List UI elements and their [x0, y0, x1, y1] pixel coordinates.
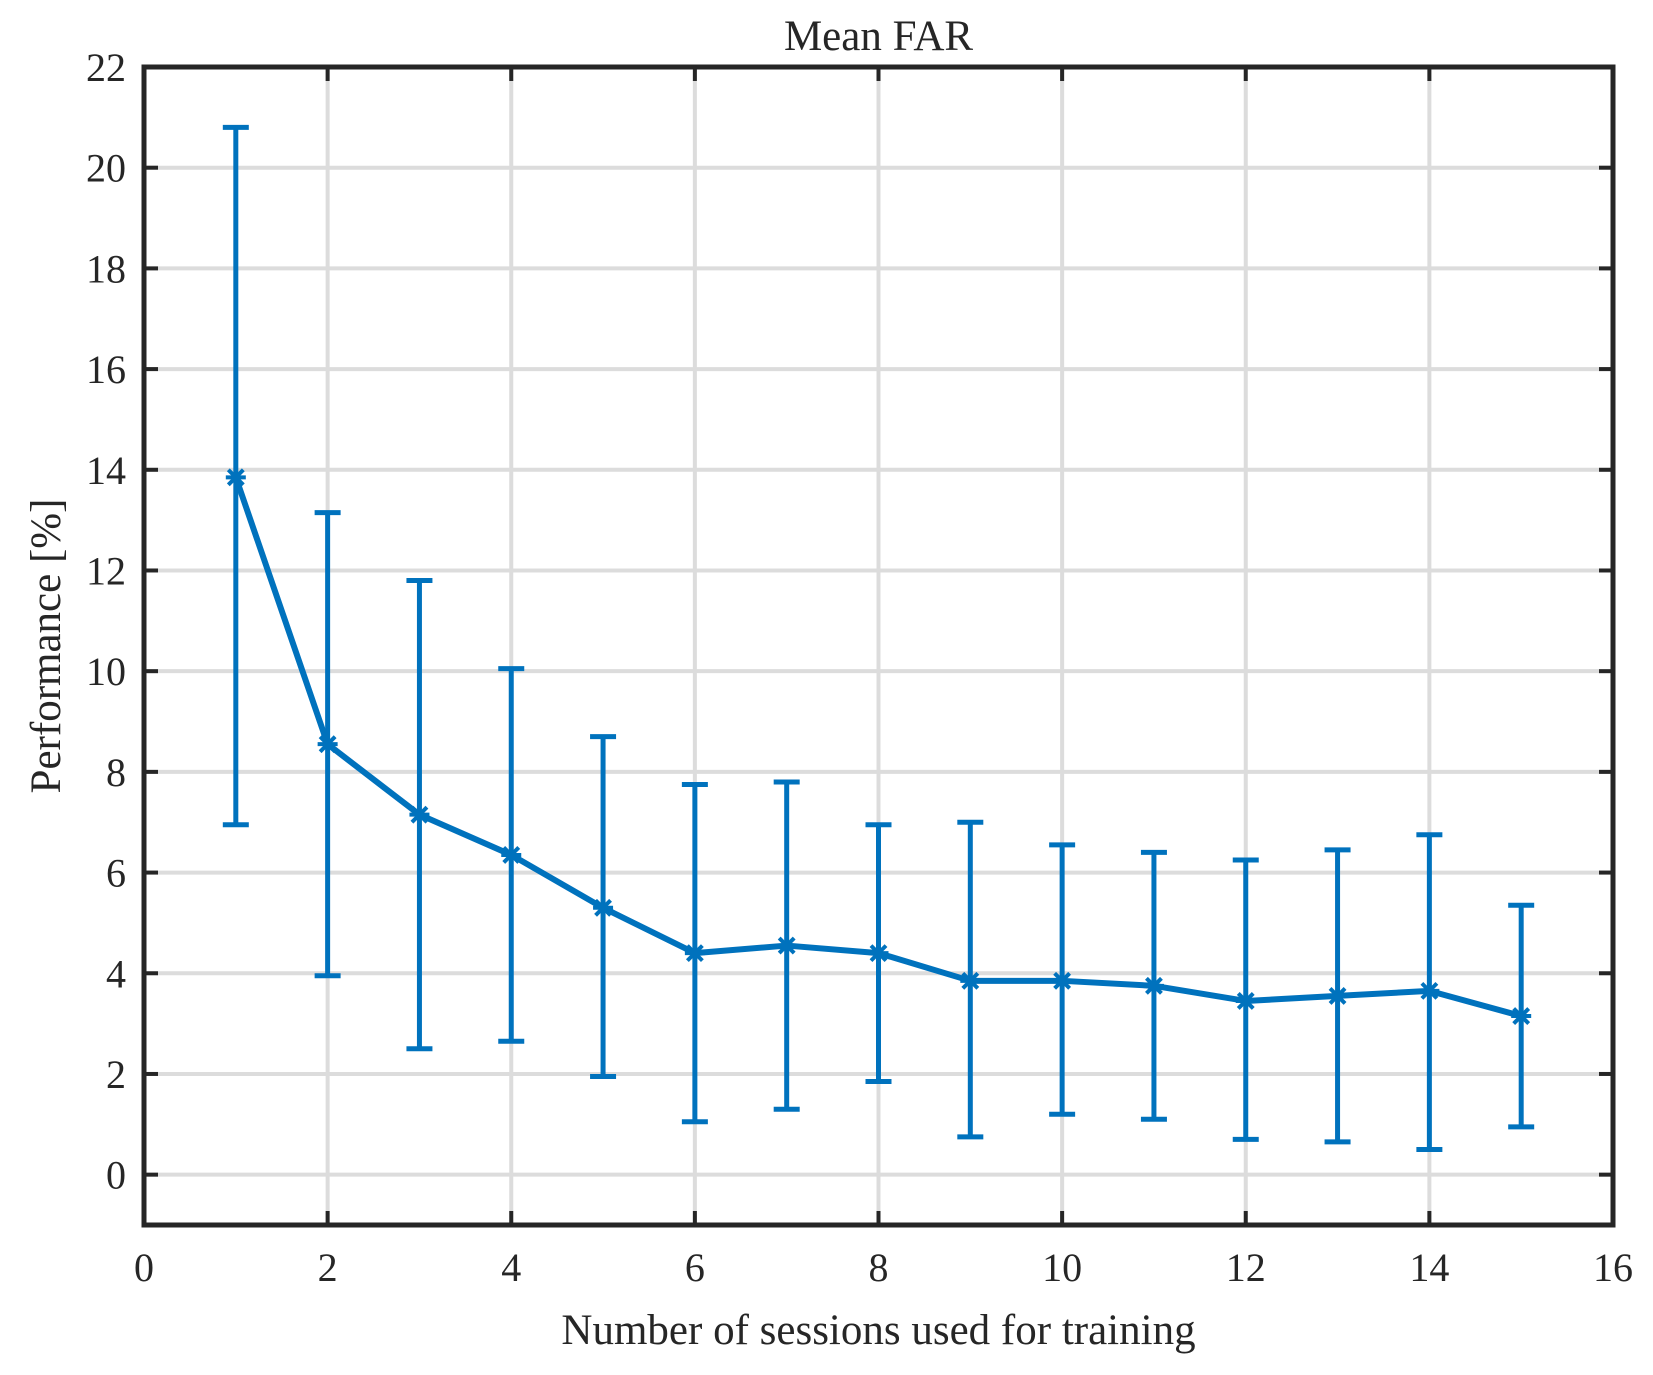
data-point-marker: [1419, 980, 1440, 1001]
marker-stroke: [502, 846, 521, 864]
data-point-marker: [593, 897, 614, 918]
y-tick-label: 2: [106, 1052, 126, 1097]
y-tick-label: 0: [106, 1153, 126, 1198]
x-tick-label: 10: [1042, 1245, 1082, 1290]
x-tick-labels: 0 2 4 6 8 10 12 14 16: [134, 1245, 1633, 1290]
y-tick-label: 20: [86, 146, 126, 191]
marker-stroke: [869, 944, 888, 963]
marker-stroke: [226, 468, 245, 487]
data-point-marker: [1052, 970, 1073, 991]
marker-stroke: [1512, 1007, 1531, 1025]
grid-lines: [144, 67, 1613, 1225]
y-tick-label: 12: [86, 548, 126, 593]
marker-stroke: [777, 936, 796, 955]
y-tick-label: 6: [106, 851, 126, 896]
y-tick-label: 8: [106, 750, 126, 795]
data-point-marker: [1327, 985, 1348, 1006]
y-axis-title: Performance [%]: [23, 499, 70, 794]
x-axis-title: Number of sessions used for training: [561, 1307, 1195, 1354]
marker-stroke: [685, 944, 704, 963]
data-point-marker: [317, 734, 338, 755]
data-point-marker: [409, 804, 430, 825]
marker-stroke: [1053, 971, 1072, 990]
data-point-marker: [501, 844, 522, 865]
data-point-marker: [776, 935, 797, 956]
y-tick-label: 4: [106, 951, 126, 996]
y-tick-label: 16: [86, 347, 126, 392]
x-tick-label: 2: [318, 1245, 338, 1290]
x-tick-label: 0: [134, 1245, 154, 1290]
chart-title: Mean FAR: [784, 13, 973, 60]
y-tick-label: 10: [86, 649, 126, 694]
y-tick-label: 22: [86, 45, 126, 90]
x-tick-label: 12: [1226, 1245, 1266, 1290]
x-tick-label: 4: [501, 1245, 521, 1290]
y-tick-labels: 0 2 4 6 8 10 12 14 16 18 20 22: [86, 45, 126, 1198]
marker-stroke: [410, 805, 429, 824]
marker-stroke: [318, 735, 337, 754]
marker-stroke: [1328, 987, 1347, 1005]
y-tick-label: 14: [86, 448, 126, 493]
marker-stroke: [1236, 992, 1255, 1010]
y-tick-label: 18: [86, 246, 126, 291]
marker-stroke: [594, 898, 612, 917]
data-point-marker: [1143, 975, 1164, 996]
data-point-marker: [225, 467, 246, 488]
data-point-marker: [1511, 1006, 1532, 1027]
data-point-marker: [1235, 990, 1256, 1011]
x-tick-label: 16: [1593, 1245, 1633, 1290]
marker-stroke: [1420, 981, 1439, 1000]
marker-stroke: [961, 971, 980, 990]
markers: [225, 467, 1532, 1027]
data-point-marker: [868, 943, 889, 964]
x-tick-label: 6: [685, 1245, 705, 1290]
marker-stroke: [1145, 976, 1163, 995]
x-tick-label: 8: [869, 1245, 889, 1290]
data-point-marker: [684, 943, 705, 964]
data-point-marker: [960, 970, 981, 991]
tick-marks: [142, 65, 1615, 1225]
x-tick-label: 14: [1409, 1245, 1449, 1290]
